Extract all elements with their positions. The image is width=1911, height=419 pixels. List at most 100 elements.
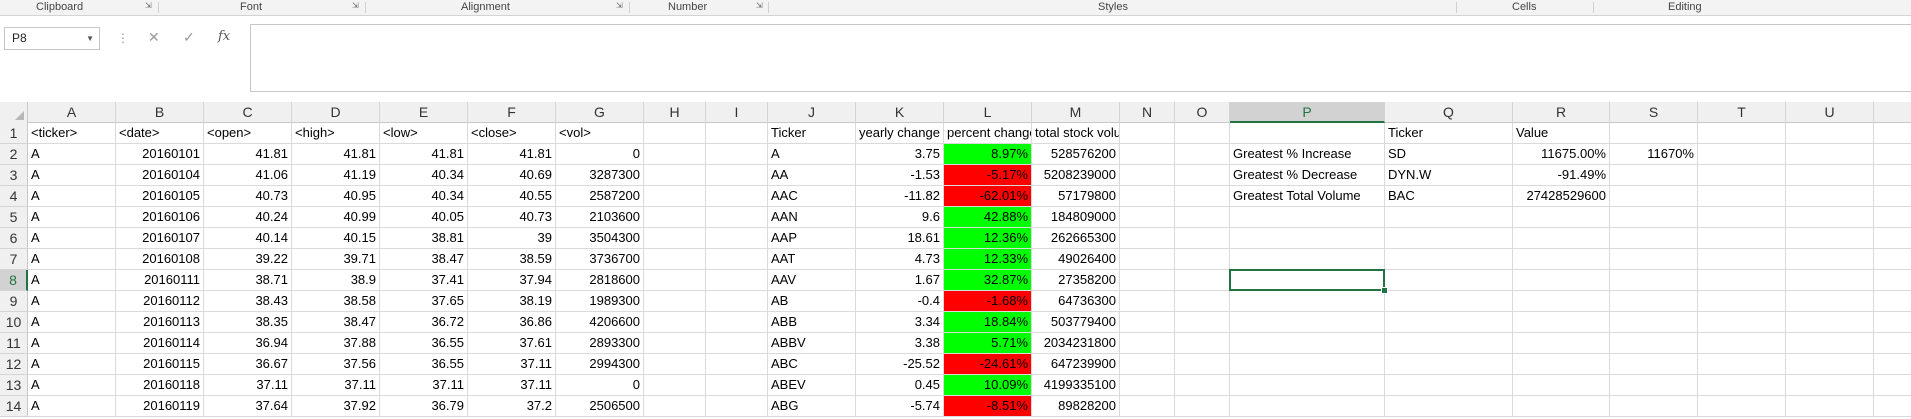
cell-m5[interactable]: 184809000 — [1032, 207, 1120, 228]
cell-l4[interactable]: -62.01% — [944, 186, 1032, 207]
column-header-i[interactable]: I — [706, 102, 768, 123]
font-launcher-icon[interactable]: ⇲ — [352, 1, 359, 10]
row-header-6[interactable]: 6 — [0, 228, 28, 249]
select-all-button[interactable] — [0, 102, 28, 123]
column-header-f[interactable]: F — [468, 102, 556, 123]
fill-handle[interactable] — [1381, 287, 1388, 294]
cell-a12[interactable]: A — [28, 354, 116, 375]
cell-q4[interactable]: BAC — [1385, 186, 1513, 207]
cell-f1[interactable]: <close> — [468, 123, 556, 144]
cell-q10[interactable] — [1385, 312, 1513, 333]
cell-r12[interactable] — [1513, 354, 1610, 375]
cell-g9[interactable]: 1989300 — [556, 291, 644, 312]
cell-n8[interactable] — [1120, 270, 1175, 291]
cell-u5[interactable] — [1786, 207, 1874, 228]
cell-g10[interactable]: 4206600 — [556, 312, 644, 333]
cell-m1[interactable]: total stock volume — [1032, 123, 1120, 144]
cell-t14[interactable] — [1698, 396, 1786, 417]
cell-b9[interactable]: 20160112 — [116, 291, 204, 312]
row-header-7[interactable]: 7 — [0, 249, 28, 270]
cell-p7[interactable] — [1230, 249, 1385, 270]
cell-v12[interactable] — [1874, 354, 1911, 375]
cell-m6[interactable]: 262665300 — [1032, 228, 1120, 249]
cell-c12[interactable]: 36.67 — [204, 354, 292, 375]
cell-s7[interactable] — [1610, 249, 1698, 270]
cell-j4[interactable]: AAC — [768, 186, 856, 207]
cell-i14[interactable] — [706, 396, 768, 417]
column-header-u[interactable]: U — [1786, 102, 1874, 123]
cell-o9[interactable] — [1175, 291, 1230, 312]
cell-l6[interactable]: 12.36% — [944, 228, 1032, 249]
cell-o13[interactable] — [1175, 375, 1230, 396]
cell-g7[interactable]: 3736700 — [556, 249, 644, 270]
cell-h5[interactable] — [644, 207, 706, 228]
cell-q12[interactable] — [1385, 354, 1513, 375]
cell-p13[interactable] — [1230, 375, 1385, 396]
chevron-down-icon[interactable]: ▼ — [86, 34, 94, 43]
cell-f11[interactable]: 37.61 — [468, 333, 556, 354]
cell-d1[interactable]: <high> — [292, 123, 380, 144]
cell-h1[interactable] — [644, 123, 706, 144]
cell-g13[interactable]: 0 — [556, 375, 644, 396]
cell-e7[interactable]: 38.47 — [380, 249, 468, 270]
cell-i12[interactable] — [706, 354, 768, 375]
cell-a4[interactable]: A — [28, 186, 116, 207]
cell-k5[interactable]: 9.6 — [856, 207, 944, 228]
cell-r6[interactable] — [1513, 228, 1610, 249]
cell-u10[interactable] — [1786, 312, 1874, 333]
cell-a10[interactable]: A — [28, 312, 116, 333]
cell-l14[interactable]: -8.51% — [944, 396, 1032, 417]
column-header-k[interactable]: K — [856, 102, 944, 123]
cell-e14[interactable]: 36.79 — [380, 396, 468, 417]
cell-r7[interactable] — [1513, 249, 1610, 270]
cell-e11[interactable]: 36.55 — [380, 333, 468, 354]
cell-j13[interactable]: ABEV — [768, 375, 856, 396]
cell-a7[interactable]: A — [28, 249, 116, 270]
cell-q14[interactable] — [1385, 396, 1513, 417]
cell-n6[interactable] — [1120, 228, 1175, 249]
cell-l8[interactable]: 32.87% — [944, 270, 1032, 291]
cell-g2[interactable]: 0 — [556, 144, 644, 165]
cell-o12[interactable] — [1175, 354, 1230, 375]
cell-d13[interactable]: 37.11 — [292, 375, 380, 396]
cell-h12[interactable] — [644, 354, 706, 375]
cell-q11[interactable] — [1385, 333, 1513, 354]
cell-i3[interactable] — [706, 165, 768, 186]
cell-q3[interactable]: DYN.W — [1385, 165, 1513, 186]
column-header-j[interactable]: J — [768, 102, 856, 123]
row-header-3[interactable]: 3 — [0, 165, 28, 186]
cell-p4[interactable]: Greatest Total Volume — [1230, 186, 1385, 207]
cell-u1[interactable] — [1786, 123, 1874, 144]
cell-g14[interactable]: 2506500 — [556, 396, 644, 417]
cell-s12[interactable] — [1610, 354, 1698, 375]
cell-b4[interactable]: 20160105 — [116, 186, 204, 207]
cell-r11[interactable] — [1513, 333, 1610, 354]
cell-n7[interactable] — [1120, 249, 1175, 270]
cell-b5[interactable]: 20160106 — [116, 207, 204, 228]
cell-u7[interactable] — [1786, 249, 1874, 270]
cell-u12[interactable] — [1786, 354, 1874, 375]
cell-l9[interactable]: -1.68% — [944, 291, 1032, 312]
row-header-5[interactable]: 5 — [0, 207, 28, 228]
cell-b3[interactable]: 20160104 — [116, 165, 204, 186]
cell-v6[interactable] — [1874, 228, 1911, 249]
cell-h9[interactable] — [644, 291, 706, 312]
cell-b14[interactable]: 20160119 — [116, 396, 204, 417]
cell-e4[interactable]: 40.34 — [380, 186, 468, 207]
cell-p9[interactable] — [1230, 291, 1385, 312]
cell-j6[interactable]: AAP — [768, 228, 856, 249]
alignment-launcher-icon[interactable]: ⇲ — [616, 1, 623, 10]
cell-o2[interactable] — [1175, 144, 1230, 165]
cell-r10[interactable] — [1513, 312, 1610, 333]
cell-i7[interactable] — [706, 249, 768, 270]
cell-d11[interactable]: 37.88 — [292, 333, 380, 354]
cell-t1[interactable] — [1698, 123, 1786, 144]
cell-o6[interactable] — [1175, 228, 1230, 249]
cell-q5[interactable] — [1385, 207, 1513, 228]
cell-a13[interactable]: A — [28, 375, 116, 396]
cell-m12[interactable]: 647239900 — [1032, 354, 1120, 375]
cell-i5[interactable] — [706, 207, 768, 228]
cell-n14[interactable] — [1120, 396, 1175, 417]
cell-d8[interactable]: 38.9 — [292, 270, 380, 291]
column-header-v[interactable]: V — [1874, 102, 1911, 123]
